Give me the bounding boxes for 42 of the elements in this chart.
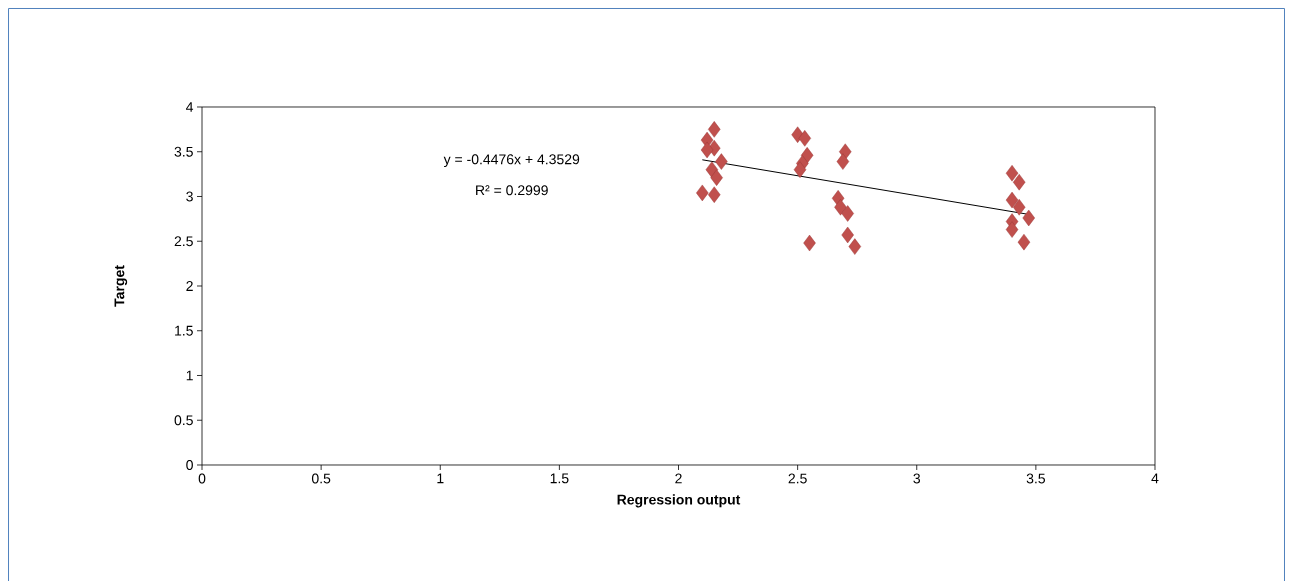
x-tick-label: 3.5	[1026, 473, 1046, 484]
point	[708, 121, 721, 138]
point	[803, 234, 816, 252]
y-tick-label: 0.5	[174, 415, 193, 426]
point	[1005, 165, 1019, 182]
y-tick-label: 2.5	[174, 236, 193, 247]
x-tick-label: 2.5	[788, 473, 807, 484]
x-tick-label: 3	[913, 473, 921, 484]
y-axis-title: Target	[114, 265, 128, 307]
x-tick-label: 1.5	[550, 473, 569, 484]
point	[793, 161, 807, 178]
point	[1013, 199, 1026, 216]
point	[700, 141, 714, 159]
point	[1017, 233, 1031, 251]
x-axis-title: Regression output	[617, 494, 741, 508]
x-tick-label: 0	[198, 473, 206, 484]
y-tick-label: 1	[186, 370, 193, 381]
y-tick-label: 2	[186, 281, 193, 291]
x-tick-label: 0.5	[311, 473, 331, 484]
x-tick-label: 1	[437, 473, 444, 484]
point	[1013, 173, 1026, 191]
point	[841, 226, 854, 244]
y-tick-label: 1.5	[175, 325, 193, 336]
y-tick-label: 3.5	[174, 146, 193, 157]
point	[708, 186, 721, 203]
point	[1005, 191, 1019, 209]
point	[848, 238, 862, 255]
point	[715, 153, 728, 170]
point	[1005, 221, 1019, 238]
y-tick-label: 0	[186, 460, 193, 470]
y-tick-label: 3	[186, 191, 193, 202]
x-tick-label: 2	[675, 473, 682, 484]
point	[841, 205, 854, 222]
annotation: R² = 0.2999	[476, 185, 548, 196]
annotation: y = -0.4476x + 4.3529	[443, 154, 580, 168]
point	[1022, 209, 1035, 227]
x-tick-label: 4	[1151, 473, 1159, 484]
y-tick-label: 4	[186, 102, 194, 112]
point	[798, 130, 811, 147]
point	[696, 184, 709, 202]
point	[836, 153, 850, 170]
point	[710, 169, 723, 186]
